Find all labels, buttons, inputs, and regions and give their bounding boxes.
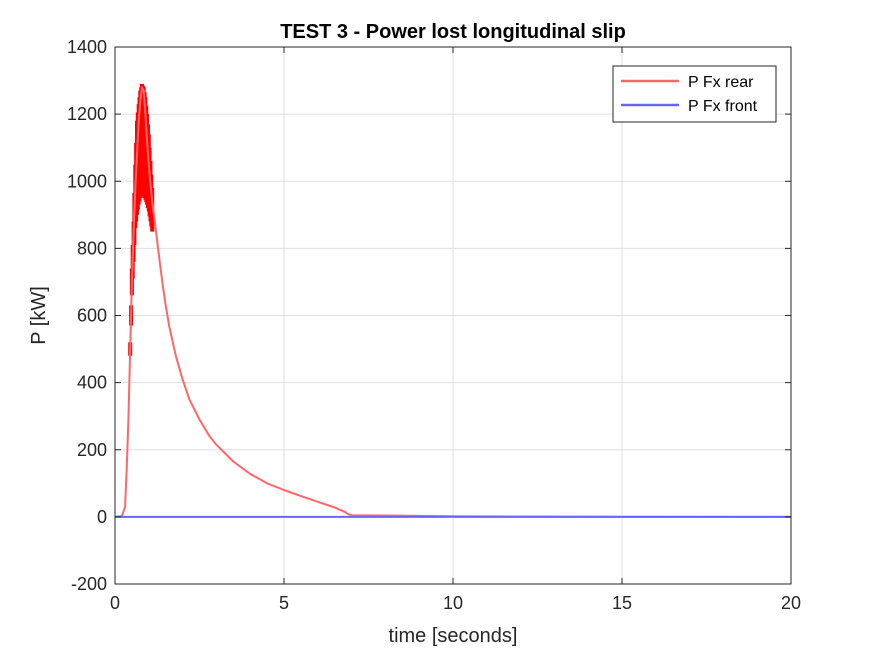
y-tick-label: 1400 xyxy=(67,37,107,57)
x-tick-label: 10 xyxy=(443,593,463,613)
y-tick-label: 1000 xyxy=(67,171,107,191)
x-tick-label: 20 xyxy=(781,593,801,613)
x-axis-label: time [seconds] xyxy=(389,625,518,647)
series-layer xyxy=(114,83,792,518)
y-tick-label: 400 xyxy=(77,373,107,393)
x-tick-label: 5 xyxy=(279,593,289,613)
legend-label-p-fx-rear: P Fx rear xyxy=(688,74,754,91)
y-tick-label: -200 xyxy=(71,574,107,594)
chart-title: TEST 3 - Power lost longitudinal slip xyxy=(280,21,626,43)
y-axis-label: P [kW] xyxy=(28,286,50,345)
y-tick-label: 200 xyxy=(77,440,107,460)
x-tick-label: 15 xyxy=(612,593,632,613)
series-line-p-fx-rear xyxy=(114,86,792,518)
legend-box xyxy=(612,65,777,123)
y-tick-label: 800 xyxy=(77,238,107,258)
y-tick-label: 1200 xyxy=(67,104,107,124)
legend-label-p-fx-front: P Fx front xyxy=(688,98,758,115)
legend: P Fx rear P Fx front xyxy=(612,65,777,123)
y-tick-label: 600 xyxy=(77,306,107,326)
x-tick-label: 0 xyxy=(110,593,120,613)
y-tick-label: 0 xyxy=(97,507,107,527)
